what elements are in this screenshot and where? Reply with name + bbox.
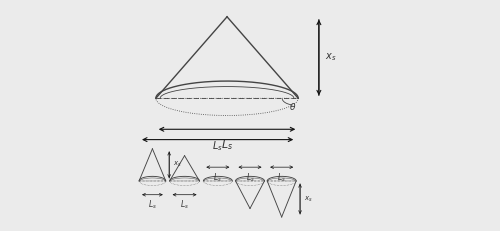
Text: $x_s$: $x_s$ bbox=[174, 160, 182, 170]
Text: $L_s$: $L_s$ bbox=[148, 198, 157, 211]
Text: $L_s$: $L_s$ bbox=[246, 172, 254, 184]
Text: $\theta$: $\theta$ bbox=[289, 101, 296, 112]
Text: $L_s$: $L_s$ bbox=[221, 138, 233, 152]
Text: $L_s$: $L_s$ bbox=[214, 172, 222, 184]
Text: $L_s$: $L_s$ bbox=[212, 140, 222, 153]
Text: $x_s$: $x_s$ bbox=[324, 52, 336, 64]
Text: $L_s$: $L_s$ bbox=[180, 198, 189, 211]
Text: $x_s$: $x_s$ bbox=[304, 194, 313, 204]
Text: $L_s$: $L_s$ bbox=[277, 172, 286, 184]
